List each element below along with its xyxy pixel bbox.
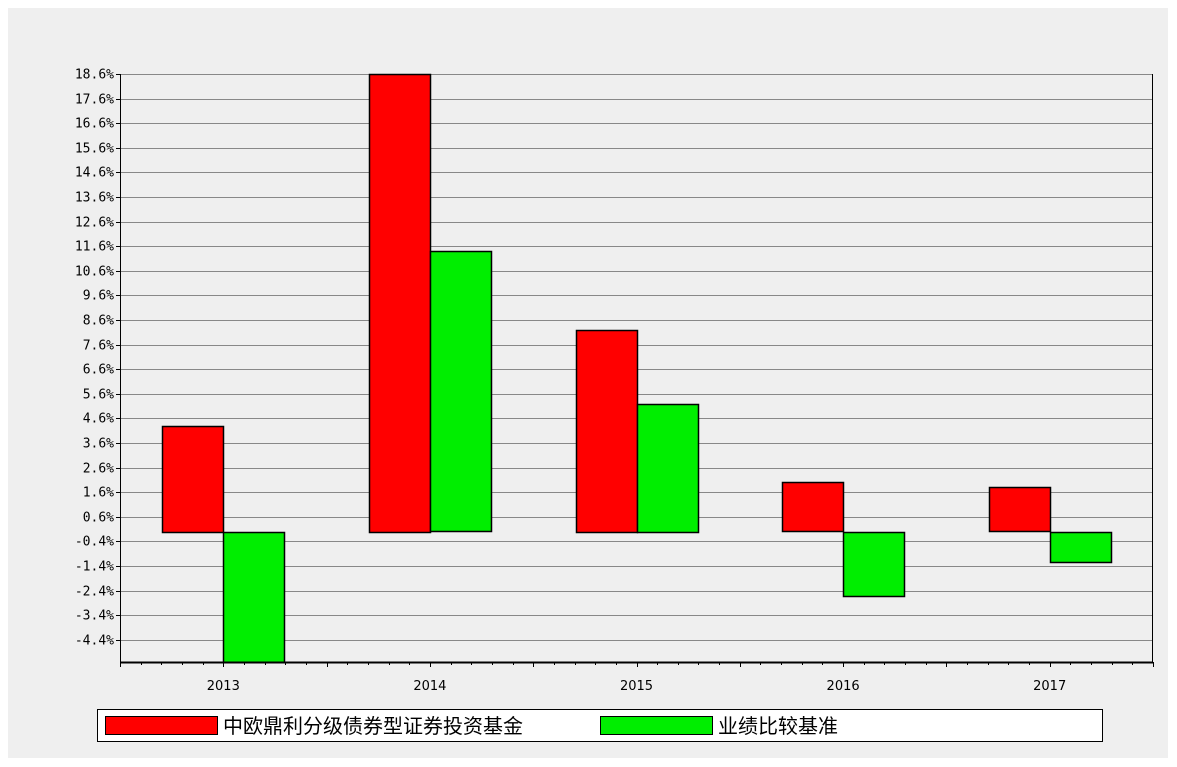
legend-box xyxy=(97,709,1103,742)
x-tick-label: 2017 xyxy=(1033,679,1066,694)
y-axis: 18.6% 17.6% 16.6% 15.6% 14.6% 13.6% 12.6% 11.6%… xyxy=(75,68,1153,662)
y-tick-label: 11.6% xyxy=(75,240,114,255)
legend-swatch-fund xyxy=(105,716,218,735)
y-tick-label: 1.6% xyxy=(83,486,114,501)
y-tick-label: 8.6% xyxy=(83,314,114,329)
y-tick-label: 18.6% xyxy=(75,68,114,83)
bar-fund-2015 xyxy=(575,329,639,534)
legend-label-fund: 中欧鼎利分级债券型证券投资基金 xyxy=(223,714,523,738)
bar-benchmark-2017 xyxy=(1049,531,1113,564)
y-tick-label: 2.6% xyxy=(83,462,114,477)
y-tick-label: 10.6% xyxy=(75,265,114,280)
x-tick-label: 2013 xyxy=(207,679,240,694)
y-tick-label: 15.6% xyxy=(75,142,114,157)
bar-fund-2016 xyxy=(781,481,845,533)
y-tick-label: 16.6% xyxy=(75,117,114,132)
y-tick-label: 4.6% xyxy=(83,412,114,427)
y-tick-label: 3.6% xyxy=(83,437,114,452)
bar-benchmark-2016 xyxy=(842,531,906,598)
y-tick-label: -2.4% xyxy=(75,585,114,600)
legend-label-benchmark: 业绩比较基准 xyxy=(718,714,838,738)
x-tick-label: 2014 xyxy=(413,679,446,694)
bar-fund-2013 xyxy=(161,425,225,534)
y-tick-label: -4.4% xyxy=(75,634,114,649)
y-tick-label: 9.6% xyxy=(83,289,114,304)
y-tick-label: 14.6% xyxy=(75,166,114,181)
y-tick-label: 12.6% xyxy=(75,216,114,231)
y-tick-label: 6.6% xyxy=(83,363,114,378)
y-tick-label: 0.6% xyxy=(83,511,114,526)
x-tick-label: 2015 xyxy=(620,679,653,694)
y-tick-label: -3.4% xyxy=(75,609,114,624)
y-tick-label: -1.4% xyxy=(75,560,114,575)
bar-benchmark-2015 xyxy=(636,403,700,534)
x-tick-label: 2016 xyxy=(827,679,860,694)
bar-fund-2017 xyxy=(988,486,1052,533)
legend-swatch-benchmark xyxy=(600,716,713,735)
y-tick-label: 17.6% xyxy=(75,93,114,108)
bars xyxy=(161,73,1113,664)
bar-fund-2014 xyxy=(368,73,432,534)
y-tick-label: 13.6% xyxy=(75,191,114,206)
y-tick-label: -0.4% xyxy=(75,535,114,550)
y-tick-label: 7.6% xyxy=(83,339,114,354)
bar-benchmark-2013 xyxy=(222,531,286,664)
bar-benchmark-2014 xyxy=(429,250,493,533)
x-axis: 2013 2014 2015 2016 2017 xyxy=(120,661,1154,694)
legend: 中欧鼎利分级债券型证券投资基金 业绩比较基准 xyxy=(97,709,1103,742)
y-tick-label: 5.6% xyxy=(83,388,114,403)
